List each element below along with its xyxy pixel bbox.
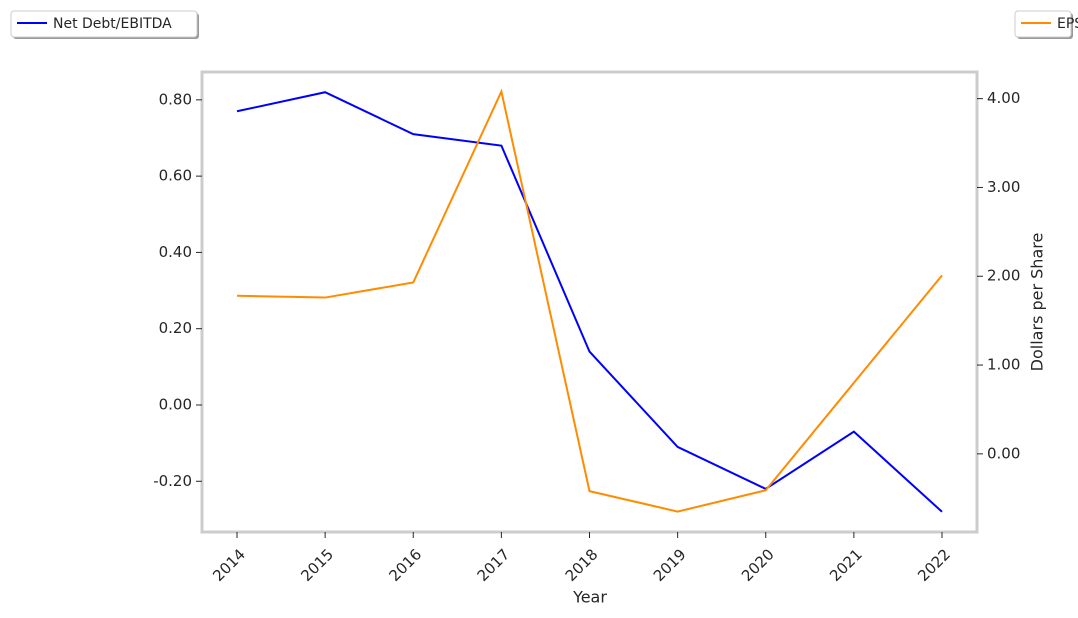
y-tick-label: 0.80 [159, 90, 192, 108]
x-tick-label: 2021 [826, 545, 866, 585]
y2-axis-label: Dollars per Share [1028, 233, 1047, 372]
x-tick-label: 2016 [386, 545, 426, 585]
y-tick-label: 0.60 [159, 167, 192, 185]
x-tick-label: 2019 [650, 545, 690, 585]
y-tick-label: 0.40 [159, 243, 192, 261]
x-tick-label: 2014 [209, 545, 249, 585]
legend-label: Net Debt/EBITDA [53, 16, 172, 32]
y2-tick-label: 2.00 [987, 267, 1020, 285]
legend-box [10, 10, 198, 38]
y2-tick-label: 0.00 [987, 444, 1020, 462]
x-tick-label: 2015 [297, 545, 337, 585]
plot-frame [200, 70, 979, 534]
x-tick-label: 2018 [562, 545, 602, 585]
y2-tick-label: 3.00 [987, 178, 1020, 196]
y2-tick-label: 4.00 [987, 89, 1020, 107]
x-tick-label: 2017 [474, 545, 514, 585]
series-line [236, 88, 943, 513]
x-axis-label: Year [572, 588, 607, 607]
legend-label: EPS [1057, 16, 1078, 32]
y-tick-label: 0.00 [159, 395, 192, 413]
x-tick-label: 2020 [738, 545, 778, 585]
y-tick-label: -0.20 [153, 472, 192, 490]
x-tick-label: 2022 [914, 545, 954, 585]
legend: Net Debt/EBITDA [10, 10, 199, 39]
y-tick-label: 0.20 [159, 319, 192, 337]
legend: EPS [1014, 10, 1078, 39]
series-line [236, 91, 943, 513]
y2-tick-label: 1.00 [987, 356, 1020, 374]
